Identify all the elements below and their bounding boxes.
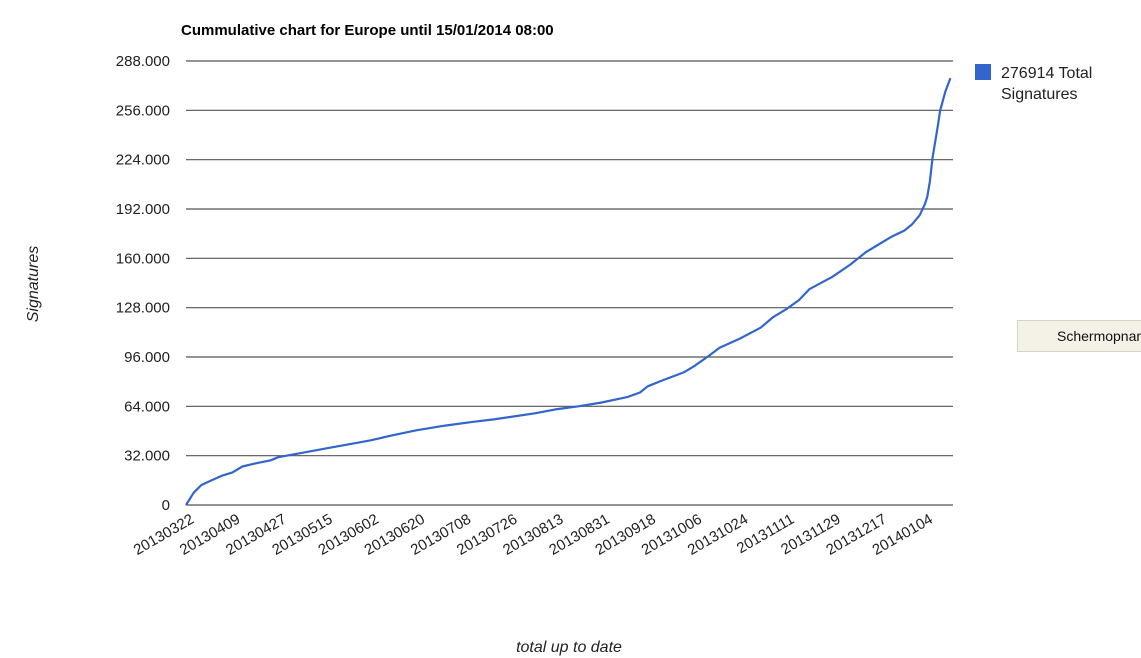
y-axis-ticks: 0 32.000 64.000 96.000 128.000 160.000 192.000… [116, 53, 170, 514]
series-layer [185, 77, 952, 506]
series-line [185, 77, 952, 506]
y-axis-label: Signatures [25, 246, 42, 323]
y-tick-label: 160.000 [116, 250, 170, 267]
legend-swatch [975, 64, 991, 80]
gridlines [186, 60, 953, 506]
y-tick-label: 128.000 [116, 300, 170, 317]
y-tick-label: 192.000 [116, 201, 170, 218]
y-tick-label: 256.000 [116, 102, 170, 119]
x-axis-label: total up to date [516, 639, 622, 656]
legend-label: 276914 Total Signatures [1001, 65, 1092, 103]
y-tick-label: 64.000 [124, 398, 170, 415]
screenshot-button[interactable]: Schermopname [1017, 320, 1141, 352]
y-tick-label: 96.000 [124, 349, 170, 366]
y-tick-label: 32.000 [124, 448, 170, 465]
legend: 276914 Total Signatures [975, 64, 1092, 103]
x-axis-ticks: 2013032220130409201304272013051520130602… [131, 511, 936, 559]
chart-title: Cummulative chart for Europe until 15/01… [181, 22, 554, 39]
y-tick-label: 288.000 [116, 53, 170, 70]
y-tick-label: 0 [162, 497, 170, 514]
y-tick-label: 224.000 [116, 152, 170, 169]
